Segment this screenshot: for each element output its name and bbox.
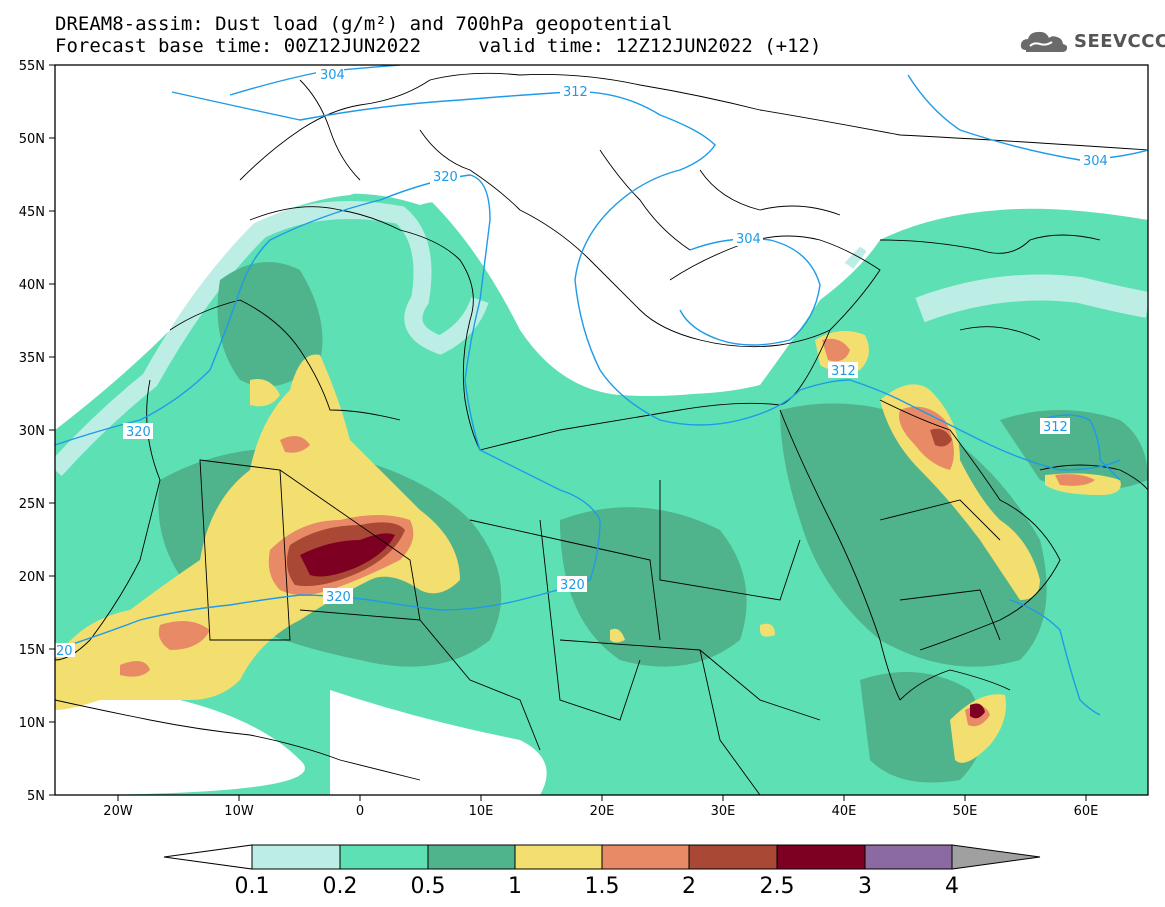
contour-label: 312 [831,364,856,379]
lat-label: 20N [19,570,45,585]
contour-label: 320 [126,425,151,440]
contour-label: 320 [326,590,351,605]
lon-label: 50E [953,804,978,819]
lon-label: 10W [224,804,254,819]
colorbar-low-arrow [163,844,253,870]
lat-label: 10N [19,716,45,731]
colorbar-tick: 0.1 [235,874,270,899]
logo-text: SEEVCCC [1074,30,1165,52]
colorbar-swatch [776,844,866,870]
dust-zone-0-5 [217,262,323,387]
colorbar-tick: 4 [945,874,959,899]
colorbar-ticks: 0.1 0.2 0.5 1 1.5 2 2.5 3 4 [235,874,960,899]
colorbar-tick: 3 [858,874,872,899]
colorbar-swatch [427,844,516,870]
forecast-times: Forecast base time: 00Z12JUN2022 valid t… [55,35,822,57]
colorbar-high-arrow [951,844,1041,870]
lon-label: 0 [356,804,364,819]
lat-label: 50N [19,132,45,147]
colorbar-swatch [339,844,429,870]
lat-label: 45N [19,205,45,220]
dust-zone-2-5 [300,533,395,577]
colorbar-swatch [601,844,690,870]
colorbar-tick: 0.2 [323,874,358,899]
lon-label: 20E [590,804,615,819]
colorbar-tick: 1.5 [585,874,620,899]
lat-label: 40N [19,278,45,293]
dust-zone-1 [55,354,460,710]
contour-label: 312 [1043,420,1068,435]
lat-label: 25N [19,497,45,512]
colorbar-swatch [864,844,953,870]
contour-label: 320 [560,578,585,593]
lat-label: 30N [19,424,45,439]
colorbar-tick: 1 [508,874,522,899]
lat-label: 5N [27,789,45,804]
latitude-axis: 55N 50N 45N 40N 35N 30N 25N 20N 15N 10N … [19,59,55,804]
contour-label: 304 [1083,154,1108,169]
longitude-axis: 20W 10W 0 10E 20E 30E 40E 50E 60E [103,795,1098,819]
contour-label: 312 [563,85,588,100]
lon-label: 10E [469,804,494,819]
colorbar-tick: 2 [682,874,696,899]
colorbar-tick: 2.5 [760,874,795,899]
lon-label: 60E [1074,804,1099,819]
colorbar-swatch [251,844,341,870]
colorbar [163,844,1041,870]
contour-label: 304 [736,232,761,247]
contour-label: 304 [320,68,345,83]
lon-label: 30E [711,804,736,819]
colorbar-swatch [514,844,603,870]
coastlines-borders [55,72,1148,795]
lat-label: 55N [19,59,45,74]
cloud-icon [1020,31,1068,52]
colorbar-tick: 0.5 [411,874,446,899]
lat-label: 35N [19,351,45,366]
contour-label: 20 [56,644,73,659]
map-title: DREAM8-assim: Dust load (g/m²) and 700hP… [55,13,673,35]
dust-field [55,65,1148,795]
contour-labels: 304 312 320 304 304 312 312 320 320 320 … [55,66,1110,659]
lat-label: 15N [19,643,45,658]
contour-label: 320 [433,170,458,185]
colorbar-swatch [688,844,778,870]
seevccc-logo: SEEVCCC [1018,26,1165,56]
lon-label: 40E [832,804,857,819]
lon-label: 20W [103,804,133,819]
